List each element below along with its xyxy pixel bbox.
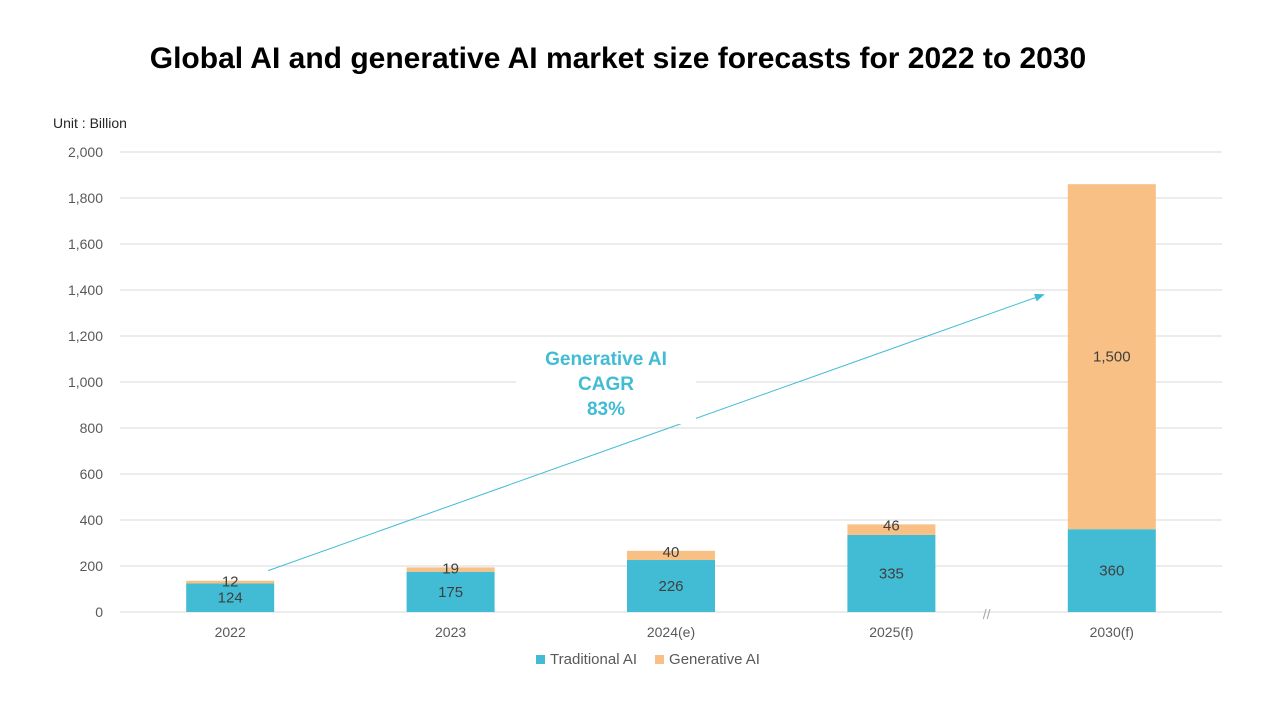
data-label-traditional-ai-2025-f: 335 [879, 565, 904, 582]
legend-label-generative-ai: Generative AI [669, 651, 760, 668]
y-tick-label-1200: 1,200 [68, 328, 103, 344]
x-axis: 2022 2023 2024(e) 2025(f) 2030(f) // [215, 606, 1134, 640]
bar-generative-ai-2030-f [1067, 184, 1156, 530]
data-label-traditional-ai-2030-f: 360 [1099, 563, 1124, 580]
bar-generative-ai-2023 [406, 567, 495, 572]
bar-traditional-ai-2030-f [1067, 529, 1156, 612]
y-tick-label-200: 200 [80, 558, 104, 574]
x-tick-label-2023: 2023 [435, 624, 466, 640]
axis-break-marker: // [983, 606, 991, 622]
annotation-line-3: 83% [587, 399, 625, 420]
legend-label-traditional-ai: Traditional AI [550, 651, 638, 668]
legend-swatch-generative-ai [655, 655, 665, 664]
annotation-line-1: Generative AI [545, 349, 667, 370]
cagr-arrow [268, 293, 1045, 572]
legend-item-generative-ai: Generative AI [655, 651, 760, 668]
data-label-generative-ai-2022: 12 [222, 574, 239, 591]
y-axis: 0 200 400 600 800 1,000 1,200 1,400 1,600 1,800 2,… [68, 144, 103, 620]
data-label-traditional-ai-2022: 124 [218, 590, 243, 607]
data-label-traditional-ai-2023: 175 [438, 584, 463, 601]
x-tick-label-2025-f: 2025(f) [869, 624, 913, 640]
bar-generative-ai-2024-e [627, 550, 715, 561]
annotation-background [516, 342, 696, 424]
y-tick-label-1600: 1,600 [68, 236, 103, 252]
y-tick-label-2000: 2,000 [68, 144, 103, 160]
y-tick-label-800: 800 [80, 420, 104, 436]
x-tick-label-2030-f: 2030(f) [1090, 624, 1134, 640]
data-label-traditional-ai-2024-e: 226 [658, 578, 683, 595]
annotation-line-2: CAGR [578, 374, 634, 395]
y-tick-label-1400: 1,400 [68, 282, 103, 298]
y-tick-label-400: 400 [80, 512, 104, 528]
x-tick-label-2024-e: 2024(e) [647, 624, 695, 640]
y-tick-label-1800: 1,800 [68, 190, 103, 206]
data-label-generative-ai-2024-e: 40 [663, 544, 680, 561]
data-label-generative-ai-2030-f: 1,500 [1093, 349, 1131, 366]
data-label-generative-ai-2025-f: 46 [883, 517, 900, 534]
unit-label: Unit : Billion [53, 115, 127, 131]
legend: Traditional AI Generative AI [0, 651, 1280, 668]
y-tick-label-600: 600 [80, 466, 104, 482]
cagr-annotation: Generative AI CAGR 83% [268, 293, 1045, 572]
bar-traditional-ai-2025-f [847, 534, 936, 612]
bar-generative-ai-2022 [186, 580, 275, 584]
legend-item-traditional-ai: Traditional AI [536, 651, 637, 668]
bar-traditional-ai-2022 [186, 583, 275, 612]
y-tick-label-0: 0 [95, 604, 103, 620]
bar-traditional-ai-2023 [406, 571, 495, 612]
x-tick-label-2022: 2022 [215, 624, 246, 640]
data-label-generative-ai-2023: 19 [442, 560, 459, 577]
y-tick-label-1000: 1,000 [68, 374, 103, 390]
bar-traditional-ai-2024-e [627, 560, 715, 612]
chart-title: Global AI and generative AI market size … [149, 42, 1087, 75]
bar-generative-ai-2025-f [847, 524, 936, 535]
legend-swatch-traditional-ai [536, 655, 546, 664]
